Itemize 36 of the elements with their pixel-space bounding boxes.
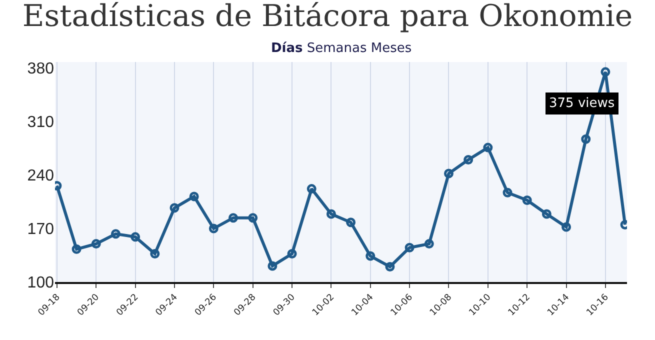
point (306, 184, 316, 194)
y-tick-label: 100 (27, 274, 54, 292)
point (72, 244, 82, 254)
point (464, 155, 474, 165)
point (91, 239, 101, 249)
y-tick-label: 310 (27, 114, 54, 132)
chart-title: Estadísticas de Bitácora para Okonomie (22, 0, 633, 34)
chart-subtitle: Días Semanas Meses (271, 41, 412, 56)
y-tick-label: 240 (27, 168, 54, 185)
point (170, 203, 180, 213)
y-tick-label: 170 (27, 221, 54, 238)
point (522, 196, 532, 206)
point (346, 218, 356, 228)
point (562, 222, 572, 232)
point (424, 239, 434, 249)
y-tick-label: 380 (27, 60, 54, 78)
point (268, 261, 278, 271)
point (248, 213, 258, 223)
point (404, 242, 414, 252)
point (385, 262, 395, 272)
annotation: 375 views (549, 96, 615, 111)
point (600, 67, 610, 77)
point (444, 168, 454, 178)
point (189, 192, 199, 202)
point (366, 251, 376, 261)
point (228, 213, 238, 223)
point (502, 188, 512, 198)
point (150, 248, 160, 258)
point (130, 232, 140, 242)
point (287, 248, 297, 258)
point (208, 224, 218, 234)
point (326, 209, 336, 219)
point (581, 134, 591, 144)
point (542, 209, 552, 219)
point (483, 142, 493, 152)
point (110, 229, 120, 239)
